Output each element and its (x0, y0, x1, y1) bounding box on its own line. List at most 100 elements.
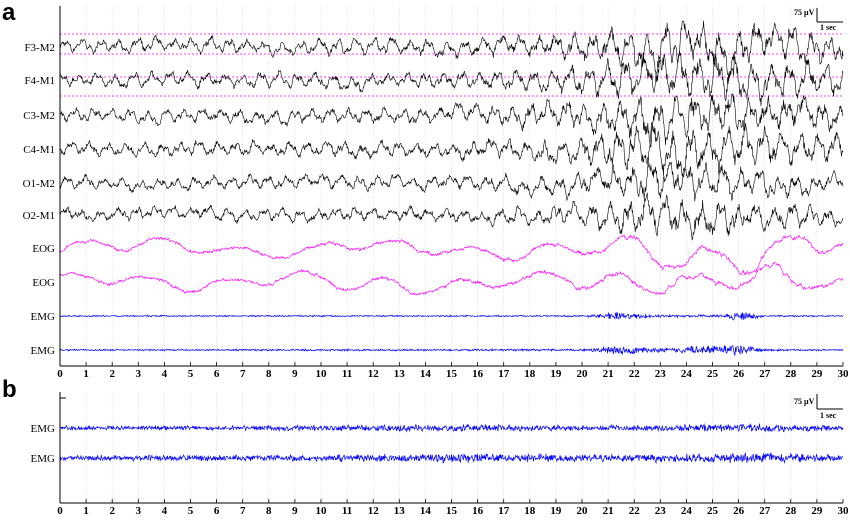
panel-a-x-ticks: 0 1 2 3 4 5 6 7 8 9 10 11 12 13 14 15 16 17 18 19 20 21 22 23 24… (57, 362, 849, 380)
channel-label: F3-M2 (24, 42, 55, 54)
x-tick-label: 3 (136, 505, 142, 517)
x-tick-label: 19 (550, 368, 562, 380)
x-tick-label: 25 (707, 368, 719, 380)
panel-a-scale-bar: 75 µV 1 sec (794, 8, 843, 32)
channel-trace (59, 92, 844, 148)
channel-trace (59, 161, 844, 202)
x-tick-label: 25 (707, 505, 719, 517)
x-tick-label: 24 (681, 368, 693, 380)
channel-label: EOG (32, 243, 55, 255)
x-tick-label: 28 (785, 368, 797, 380)
x-tick-label: 19 (550, 505, 562, 517)
x-tick-label: 10 (316, 505, 328, 517)
channel-label: C3-M2 (23, 110, 55, 122)
panel-b-scale-bar: 75 µV 1 sec (794, 394, 843, 420)
x-tick-label: 23 (655, 505, 667, 517)
x-tick-label: 12 (368, 505, 380, 517)
x-tick-label: 30 (838, 505, 850, 517)
panel-a-letter: a (2, 0, 16, 26)
x-tick-label: 2 (109, 505, 115, 517)
channel-label: EMG (31, 423, 56, 435)
channel-label: C4-M1 (23, 144, 55, 156)
channel-label: O2-M1 (23, 210, 55, 222)
x-tick-label: 9 (292, 505, 298, 517)
panel-b-traces (59, 423, 844, 465)
x-tick-label: 11 (342, 505, 352, 517)
channel-trace (59, 192, 844, 241)
panel-a-grid (85, 6, 818, 366)
channel-trace (59, 262, 844, 296)
channel-trace (60, 311, 844, 321)
x-tick-label: 22 (629, 505, 641, 517)
x-tick-label: 8 (266, 505, 272, 517)
x-tick-label: 10 (316, 368, 328, 380)
channel-trace (59, 121, 844, 178)
x-tick-label: 16 (472, 368, 484, 380)
channel-label: O1-M2 (23, 178, 55, 190)
channel-trace (59, 452, 844, 465)
x-tick-label: 22 (629, 368, 641, 380)
x-tick-label: 27 (759, 368, 771, 380)
x-tick-label: 18 (524, 505, 536, 517)
x-tick-label: 29 (811, 368, 823, 380)
x-tick-label: 15 (446, 368, 458, 380)
x-tick-label: 6 (214, 368, 220, 380)
x-tick-label: 30 (838, 368, 850, 380)
x-tick-label: 0 (57, 368, 63, 380)
x-tick-label: 9 (292, 368, 298, 380)
x-tick-label: 18 (524, 368, 536, 380)
x-tick-label: 4 (162, 368, 168, 380)
channel-trace (59, 234, 844, 276)
channel-label: F4-M1 (24, 75, 55, 87)
scale-amplitude-label: 75 µV (794, 397, 815, 406)
x-tick-label: 13 (394, 368, 406, 380)
channel-trace (59, 50, 844, 107)
panel-a: a F3-M2 F4-M1 C3-M2 C4-M1 O1-M2 O2-M1 EOG EOG EM… (2, 0, 849, 380)
x-tick-label: 1 (83, 505, 89, 517)
scale-time-label: 1 sec (820, 23, 837, 32)
x-tick-label: 23 (655, 368, 667, 380)
x-tick-label: 28 (785, 505, 797, 517)
x-tick-label: 16 (472, 505, 484, 517)
x-tick-label: 7 (240, 505, 246, 517)
panel-b-channel-labels: EMG EMG (31, 423, 56, 465)
x-tick-label: 17 (498, 368, 510, 380)
x-tick-label: 26 (733, 368, 745, 380)
panel-b-x-ticks: 0 1 2 3 4 5 6 7 8 9 10 11 12 13 14 15 16 17 18 19 20 21 22 23 24… (57, 499, 849, 517)
x-tick-label: 6 (214, 505, 220, 517)
channel-trace (59, 423, 844, 433)
channel-label: EMG (31, 453, 56, 465)
channel-label: EOG (32, 277, 55, 289)
x-tick-label: 8 (266, 368, 272, 380)
channel-label: EMG (31, 345, 56, 357)
scale-time-label: 1 sec (820, 411, 837, 420)
channel-label: EMG (31, 311, 56, 323)
x-tick-label: 24 (681, 505, 693, 517)
x-tick-label: 3 (136, 368, 142, 380)
x-tick-label: 20 (577, 368, 589, 380)
x-tick-label: 5 (188, 505, 194, 517)
x-tick-label: 20 (577, 505, 589, 517)
channel-trace (59, 20, 844, 83)
x-tick-label: 14 (420, 368, 432, 380)
x-tick-label: 12 (368, 368, 380, 380)
x-tick-label: 21 (603, 505, 614, 517)
x-tick-label: 15 (446, 505, 458, 517)
scale-amplitude-label: 75 µV (794, 8, 815, 17)
x-tick-label: 11 (342, 368, 352, 380)
x-tick-label: 29 (811, 505, 823, 517)
x-tick-label: 27 (759, 505, 771, 517)
x-tick-label: 17 (498, 505, 510, 517)
x-tick-label: 21 (603, 368, 614, 380)
channel-trace (59, 344, 844, 356)
panel-a-traces (59, 20, 844, 356)
x-tick-label: 0 (57, 505, 63, 517)
x-tick-label: 1 (83, 368, 89, 380)
x-tick-label: 5 (188, 368, 194, 380)
x-tick-label: 13 (394, 505, 406, 517)
x-tick-label: 4 (162, 505, 168, 517)
x-tick-label: 2 (109, 368, 115, 380)
panel-b-grid (85, 392, 818, 503)
